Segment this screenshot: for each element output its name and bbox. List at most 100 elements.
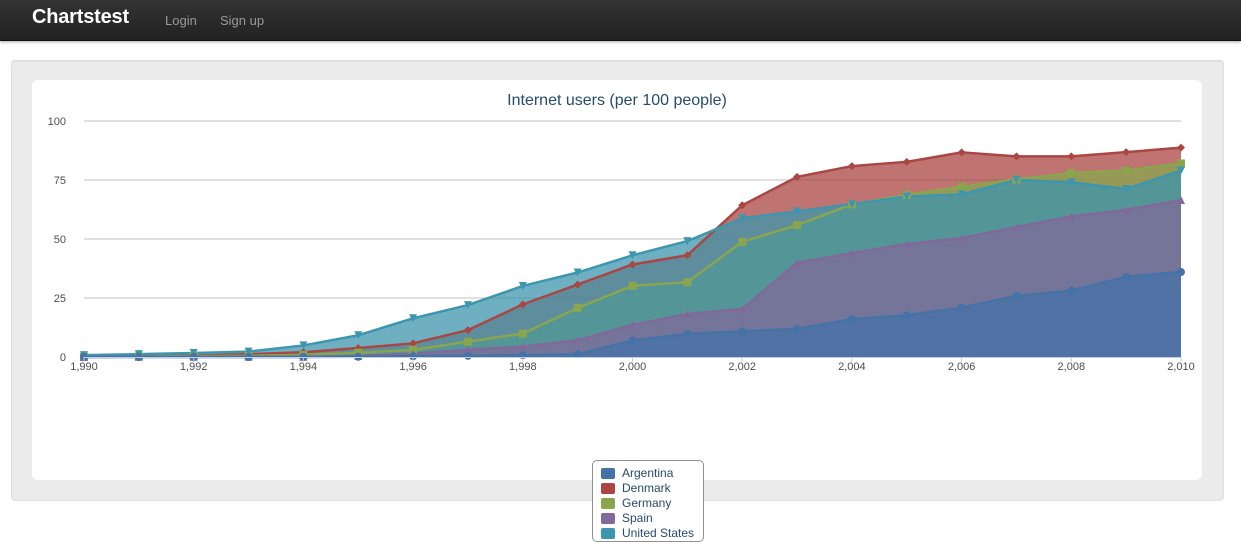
- marker-united-states: [902, 192, 911, 201]
- marker-denmark: [902, 157, 911, 166]
- x-tick-label: 2,010: [1167, 361, 1195, 373]
- marker-denmark: [1012, 152, 1021, 161]
- marker-germany: [793, 221, 802, 230]
- marker-argentina: [1177, 268, 1185, 277]
- x-tick-label: 1,992: [180, 361, 208, 373]
- legend-item-united-states[interactable]: United States: [601, 526, 703, 541]
- y-tick-label: 100: [48, 116, 66, 128]
- marker-united-states: [244, 347, 253, 356]
- legend-item-denmark[interactable]: Denmark: [601, 481, 703, 496]
- marker-united-states: [573, 268, 582, 277]
- marker-united-states: [354, 331, 363, 340]
- marker-spain: [463, 345, 472, 354]
- marker-united-states: [1177, 166, 1185, 175]
- marker-argentina: [1067, 286, 1076, 295]
- legend-swatch: [601, 483, 615, 494]
- x-tick-label: 1,998: [509, 361, 537, 373]
- marker-argentina: [409, 352, 418, 361]
- marker-denmark: [1067, 152, 1076, 161]
- marker-united-states: [299, 341, 308, 350]
- x-tick-label: 1,996: [399, 361, 427, 373]
- marker-united-states: [1122, 184, 1131, 193]
- x-axis: [83, 357, 1182, 362]
- legend-swatch: [601, 513, 615, 524]
- marker-spain: [957, 234, 966, 243]
- marker-argentina: [463, 351, 472, 360]
- marker-spain: [518, 342, 527, 351]
- marker-spain: [738, 304, 747, 313]
- legend-label: Germany: [622, 496, 672, 510]
- marker-united-states: [793, 207, 802, 216]
- marker-united-states: [463, 301, 472, 310]
- legend-label: Argentina: [622, 466, 674, 480]
- marker-germany: [573, 303, 582, 312]
- marker-argentina: [957, 303, 966, 312]
- marker-germany: [463, 337, 472, 346]
- y-tick-label: 50: [54, 234, 66, 246]
- marker-argentina: [1122, 272, 1131, 281]
- legend-item-germany[interactable]: Germany: [601, 496, 703, 511]
- y-tick-label: 25: [54, 293, 66, 305]
- x-tick-label: 1,994: [290, 361, 318, 373]
- marker-united-states: [1067, 178, 1076, 187]
- marker-germany: [1122, 166, 1131, 175]
- marker-united-states: [1012, 176, 1021, 184]
- legend-item-argentina[interactable]: Argentina: [601, 466, 703, 481]
- marker-spain: [1012, 222, 1021, 231]
- chart-legend: Argentina Denmark Germany Spain United State…: [592, 460, 704, 542]
- marker-germany: [957, 182, 966, 191]
- x-tick-label: 2,004: [838, 361, 866, 373]
- marker-united-states: [738, 214, 747, 223]
- legend-swatch: [601, 468, 615, 479]
- signup-link[interactable]: Sign up: [220, 13, 265, 28]
- legend-label: Denmark: [622, 481, 671, 495]
- chart-panel: 0 25 50 75 100 1,990 1,992 1,994 1,996 1,998 2,000…: [32, 80, 1202, 542]
- y-tick-label: 0: [60, 352, 66, 364]
- marker-argentina: [573, 350, 582, 359]
- top-navbar: Chartstest Login Sign up: [0, 0, 1241, 41]
- legend-label: United States: [622, 526, 695, 540]
- marker-denmark: [1177, 143, 1185, 152]
- marker-united-states: [518, 281, 527, 290]
- x-tick-label: 2,002: [728, 361, 756, 373]
- marker-argentina: [847, 315, 856, 324]
- marker-argentina: [354, 352, 363, 361]
- x-tick-label: 2,006: [948, 361, 976, 373]
- marker-germany: [683, 278, 692, 287]
- tick-labels: 0 25 50 75 100 1,990 1,992 1,994 1,996 1,998 2,000…: [48, 116, 1195, 373]
- marker-germany: [518, 329, 527, 338]
- marker-spain: [573, 336, 582, 345]
- x-tick-label: 1,990: [70, 361, 98, 373]
- legend-swatch: [601, 498, 615, 509]
- marker-argentina: [1012, 291, 1021, 300]
- login-link[interactable]: Login: [165, 13, 197, 28]
- marker-united-states: [847, 200, 856, 209]
- marker-spain: [793, 258, 802, 267]
- marker-spain: [1122, 205, 1131, 214]
- area-chart: 0 25 50 75 100 1,990 1,992 1,994 1,996 1,998 2,000…: [48, 92, 1195, 373]
- marker-germany: [1067, 168, 1076, 177]
- marker-germany: [738, 237, 747, 246]
- marker-spain: [1177, 196, 1185, 205]
- marker-united-states: [957, 190, 966, 199]
- marker-argentina: [902, 311, 911, 320]
- marker-denmark: [628, 260, 637, 269]
- marker-germany: [1177, 159, 1185, 168]
- marker-argentina: [683, 329, 692, 338]
- marker-argentina: [793, 324, 802, 333]
- marker-denmark: [957, 148, 966, 157]
- marker-denmark: [518, 300, 527, 309]
- marker-argentina: [628, 336, 637, 345]
- marker-united-states: [409, 314, 418, 323]
- marker-layer: [80, 143, 1185, 361]
- marker-united-states: [628, 251, 637, 260]
- brand-link[interactable]: Chartstest: [32, 6, 129, 28]
- legend-item-spain[interactable]: Spain: [601, 511, 703, 526]
- marker-united-states: [683, 237, 692, 246]
- marker-denmark: [573, 280, 582, 289]
- chart-title: Internet users (per 100 people): [507, 92, 727, 109]
- marker-spain: [628, 320, 637, 329]
- marker-germany: [628, 281, 637, 290]
- y-tick-label: 75: [54, 175, 66, 187]
- marker-denmark: [1122, 148, 1131, 157]
